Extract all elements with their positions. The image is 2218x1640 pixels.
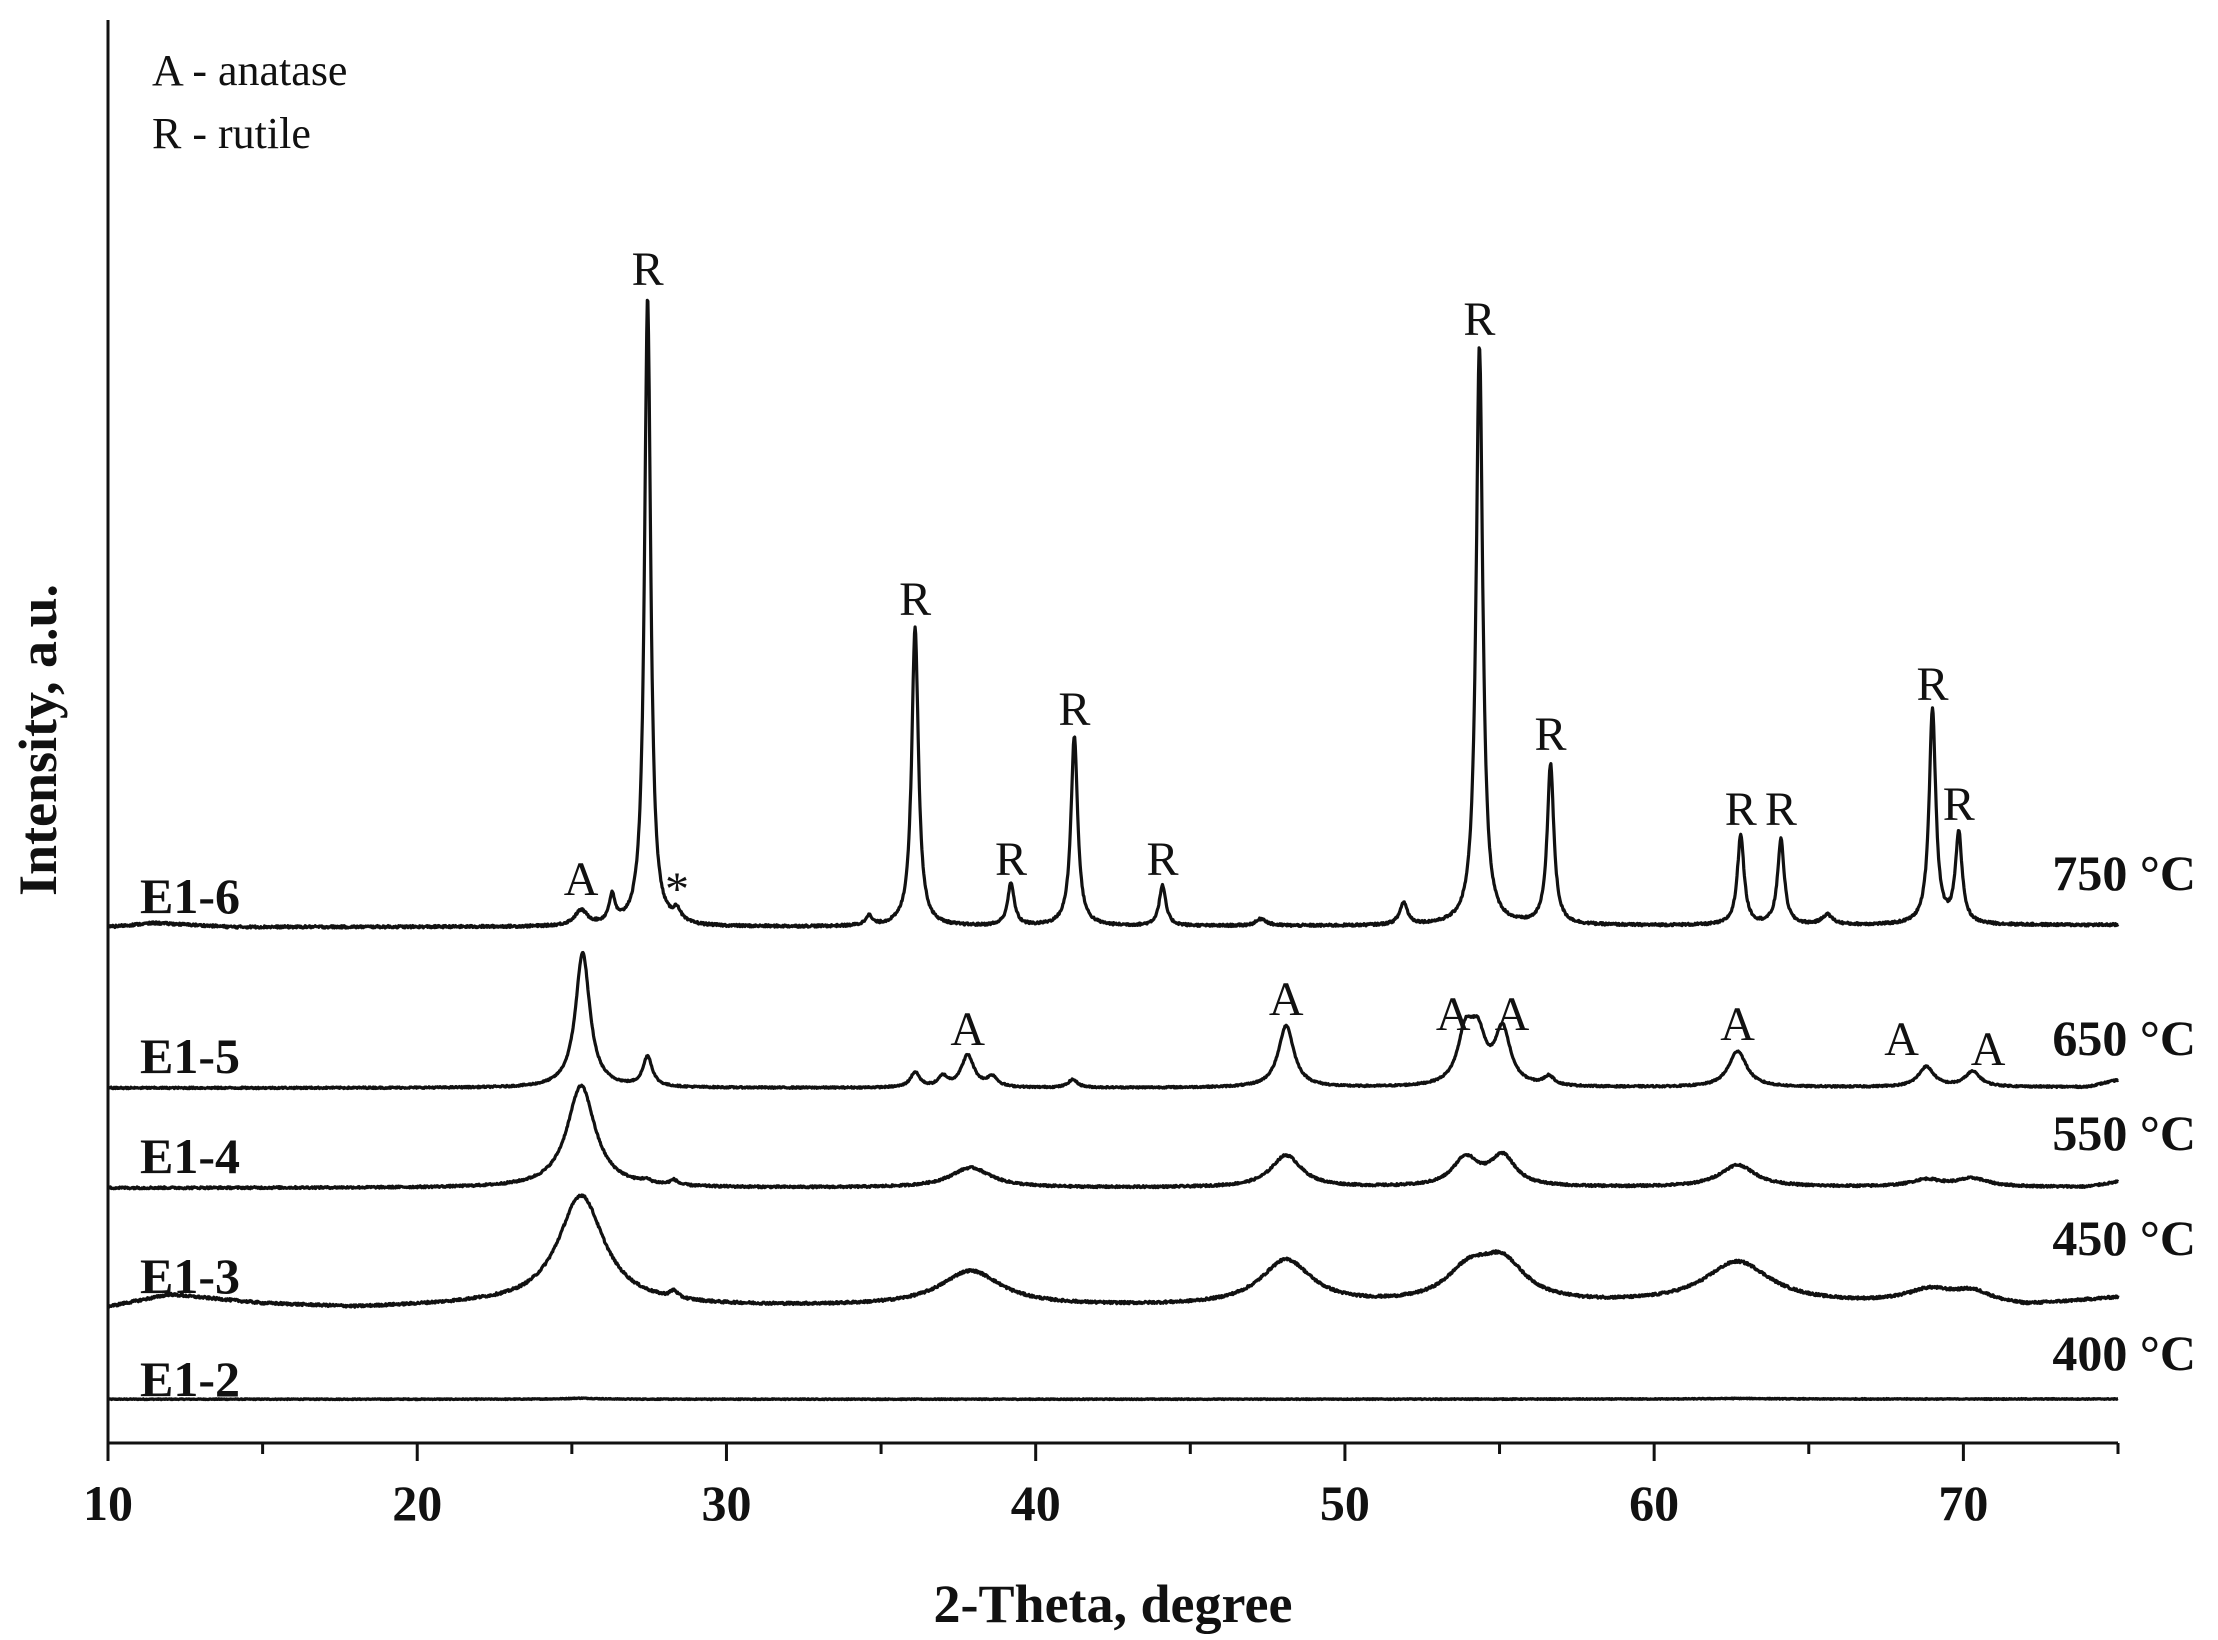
- temperature-label-e1-4: 550 °C: [2052, 1105, 2196, 1161]
- peak-label-rutile: R: [1765, 783, 1797, 836]
- peak-label-anatase: A: [1436, 988, 1471, 1041]
- x-axis-title: 2-Theta, degree: [934, 1574, 1293, 1634]
- series-line-e1-5: [107, 950, 2120, 1091]
- x-tick-label: 30: [701, 1475, 751, 1531]
- temperature-labels: 400 °C 450 °C 550 °C 650 °C 750 °C: [2052, 845, 2196, 1381]
- legend-entry-anatase: A - anatase: [152, 46, 347, 95]
- temperature-label-e1-2: 400 °C: [2052, 1325, 2196, 1381]
- series-line-e1-3: [107, 1193, 2120, 1309]
- peak-label-rutile: R: [1725, 783, 1757, 836]
- temperature-label-e1-5: 650 °C: [2052, 1010, 2196, 1066]
- peak-label-rutile: R: [899, 573, 931, 626]
- temperature-label-e1-3: 450 °C: [2052, 1210, 2196, 1266]
- peak-label-rutile: R: [1463, 293, 1495, 346]
- peak-label-anatase: A: [1269, 973, 1304, 1026]
- axes: [106, 20, 2118, 1445]
- peak-label-anatase: A: [950, 1003, 985, 1056]
- sample-label-e1-3: E1-3: [140, 1248, 240, 1304]
- series-line-e1-2: [107, 1396, 2119, 1402]
- peak-label-rutile: R: [1058, 683, 1090, 736]
- x-tick-label: 70: [1938, 1475, 1988, 1531]
- series-line-e1-4: [107, 1083, 2120, 1191]
- temperature-label-e1-6: 750 °C: [2052, 845, 2196, 901]
- legend-entry-rutile: R - rutile: [152, 109, 311, 158]
- traces: [107, 298, 2120, 1402]
- y-axis-title: Intensity, a.u.: [8, 584, 68, 896]
- peak-label-rutile: R: [1535, 708, 1567, 761]
- peak-label-anatase: A: [1720, 998, 1755, 1051]
- peak-label-anatase: A: [564, 853, 599, 906]
- legend: A - anatase R - rutile: [152, 46, 347, 158]
- series-line-e1-6: [107, 298, 2120, 930]
- peak-label-rutile: R: [1146, 833, 1178, 886]
- sample-label-e1-2: E1-2: [140, 1351, 240, 1407]
- sample-label-e1-6: E1-6: [140, 868, 240, 924]
- peak-label-anatase: A: [1495, 988, 1530, 1041]
- x-tick-label: 40: [1011, 1475, 1061, 1531]
- peak-label-anatase: A: [1971, 1023, 2006, 1076]
- x-tick-label: 60: [1629, 1475, 1679, 1531]
- x-tick-label: 10: [83, 1475, 133, 1531]
- sample-labels: E1-2 E1-3 E1-4 E1-5 E1-6: [140, 868, 240, 1407]
- sample-label-e1-5: E1-5: [140, 1028, 240, 1084]
- peak-label-rutile: R: [1916, 658, 1948, 711]
- sample-label-e1-4: E1-4: [140, 1128, 240, 1184]
- peak-label-rutile: R: [1943, 778, 1975, 831]
- peak-label-rutile: R: [995, 833, 1027, 886]
- peak-label-rutile: R: [632, 243, 664, 296]
- x-tick-label: 20: [392, 1475, 442, 1531]
- x-ticks: 10 20 30 40 50 60 70: [83, 1443, 2120, 1531]
- peak-label-unknown: *: [665, 863, 689, 916]
- peak-label-anatase: A: [1884, 1013, 1919, 1066]
- x-tick-label: 50: [1320, 1475, 1370, 1531]
